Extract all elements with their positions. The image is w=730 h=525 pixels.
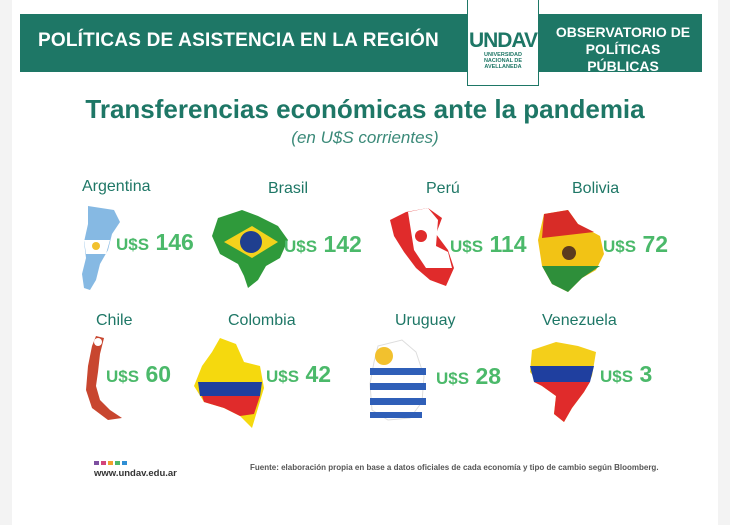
currency-label: U$S	[603, 237, 637, 256]
venezuela-map-icon	[530, 342, 596, 422]
amount-argentina: U$S 146	[116, 229, 194, 256]
country-name-peru: Perú	[426, 180, 460, 197]
value-bolivia: 72	[642, 231, 669, 257]
logo-sub-3: AVELLANEDA	[484, 64, 522, 70]
amount-colombia: U$S 42	[266, 361, 331, 388]
colombia-map-icon	[194, 338, 264, 428]
country-name-brasil: Brasil	[268, 180, 309, 197]
country-name-chile: Chile	[96, 312, 133, 329]
header-right-line-2: POLÍTICAS PÚBLICAS	[585, 41, 661, 74]
header-bar	[20, 14, 702, 72]
header-left-title: POLÍTICAS DE ASISTENCIA EN LA REGIÓN	[38, 30, 439, 51]
footer-source: Fuente: elaboración propia en base a dat…	[250, 463, 659, 472]
argentina-map-icon	[82, 206, 120, 290]
currency-label: U$S	[436, 369, 470, 388]
currency-label: U$S	[266, 367, 300, 386]
peru-map-icon	[390, 208, 454, 286]
value-colombia: 42	[305, 361, 332, 387]
country-name-colombia: Colombia	[228, 312, 296, 329]
country-name-argentina: Argentina	[82, 178, 151, 195]
amount-bolivia: U$S 72	[603, 231, 668, 258]
amount-peru: U$S 114	[450, 231, 527, 258]
value-venezuela: 3	[639, 361, 653, 387]
value-argentina: 146	[155, 229, 194, 255]
bolivia-map-icon	[538, 210, 604, 292]
currency-label: U$S	[450, 237, 484, 256]
amount-brasil: U$S 142	[284, 231, 362, 258]
amount-uruguay: U$S 28	[436, 363, 501, 390]
currency-label: U$S	[284, 237, 318, 256]
amount-venezuela: U$S 3	[600, 361, 652, 388]
value-uruguay: 28	[475, 363, 502, 389]
undav-logo: UNDAV UNIVERSIDAD NACIONAL DE AVELLANEDA	[467, 0, 539, 86]
value-brasil: 142	[323, 231, 362, 257]
footer-url: www.undav.edu.ar	[94, 468, 177, 479]
page-subtitle: (en U$S corrientes)	[291, 128, 439, 147]
page-title: Transferencias económicas ante la pandem…	[85, 94, 645, 124]
value-peru: 114	[489, 231, 527, 257]
logo-mark: UNDAV	[468, 29, 538, 52]
country-name-venezuela: Venezuela	[542, 312, 617, 329]
uruguay-map-icon	[369, 339, 426, 421]
country-name-uruguay: Uruguay	[395, 312, 456, 329]
value-chile: 60	[145, 361, 172, 387]
chile-map-icon	[86, 336, 122, 420]
currency-label: U$S	[600, 367, 634, 386]
country-name-bolivia: Bolivia	[572, 180, 620, 197]
currency-label: U$S	[116, 235, 150, 254]
brand-dots-icon	[94, 461, 127, 465]
header-right-title: OBSERVATORIO DE POLÍTICAS PÚBLICAS	[548, 24, 698, 75]
currency-label: U$S	[106, 367, 140, 386]
infographic-card	[12, 0, 718, 525]
logo-sub-2: NACIONAL DE	[483, 58, 523, 64]
amount-chile: U$S 60	[106, 361, 171, 388]
header-right-line-1: OBSERVATORIO DE	[555, 24, 691, 40]
brazil-map-icon	[212, 210, 288, 288]
logo-sub-1: UNIVERSIDAD	[484, 52, 522, 58]
